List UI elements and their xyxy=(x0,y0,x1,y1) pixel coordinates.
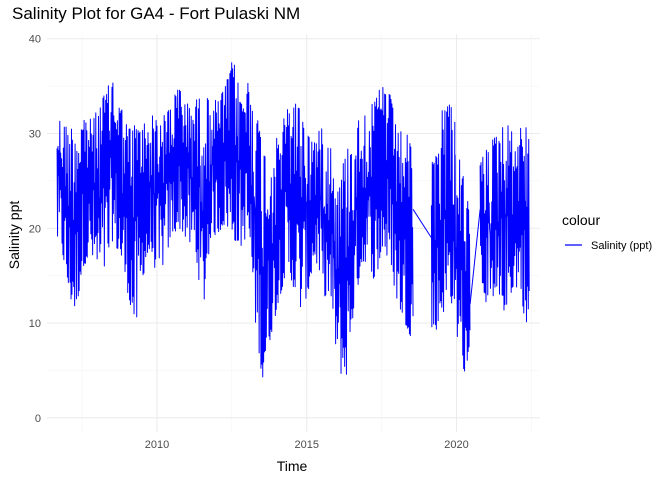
y-tick-label: 40 xyxy=(29,34,41,46)
series-line-segment xyxy=(412,209,432,239)
series-line-segment xyxy=(479,125,530,323)
legend-label-salinity: Salinity (ppt) xyxy=(591,240,652,252)
y-axis-ticks: 0 10 20 30 40 xyxy=(29,34,41,425)
series-line-segment xyxy=(454,154,471,372)
x-axis-ticks: 2010 2015 2020 xyxy=(145,439,469,451)
x-axis-title: Time xyxy=(277,458,308,474)
series-line-segment xyxy=(430,104,456,330)
y-tick-label: 30 xyxy=(29,129,41,141)
y-tick-label: 0 xyxy=(35,413,41,425)
x-tick-label: 2020 xyxy=(444,439,468,451)
x-tick-label: 2015 xyxy=(295,439,319,451)
x-tick-label: 2010 xyxy=(145,439,169,451)
y-tick-label: 10 xyxy=(29,318,41,330)
legend-title: colour xyxy=(562,212,600,228)
legend: colour Salinity (ppt) xyxy=(562,212,652,252)
chart-title: Salinity Plot for GA4 - Fort Pulaski NM xyxy=(12,4,300,23)
y-axis-title: Salinity ppt xyxy=(6,201,22,270)
y-tick-label: 20 xyxy=(29,223,41,235)
series-line-segment xyxy=(469,209,481,305)
series-salinity xyxy=(56,62,530,378)
series-line-segment xyxy=(56,62,414,378)
